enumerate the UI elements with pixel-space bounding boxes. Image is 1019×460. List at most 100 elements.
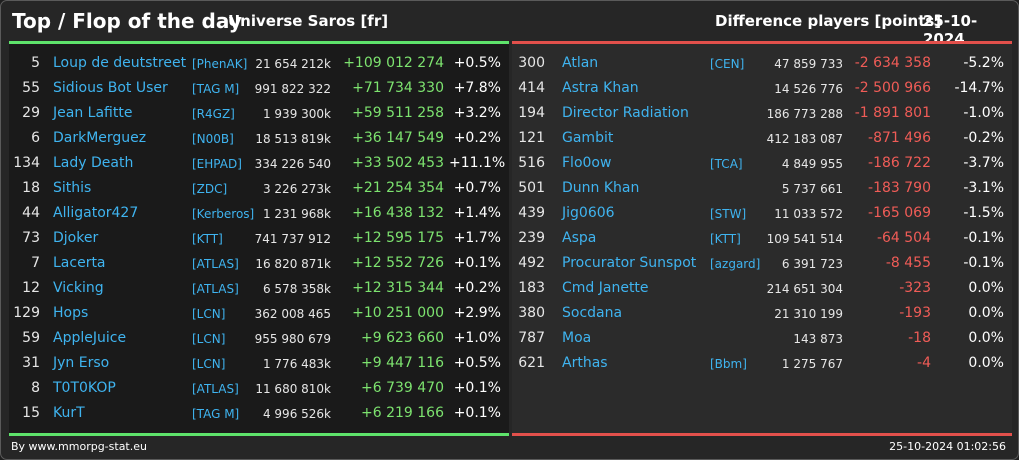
flop-row: 787 Moa 143 873 -18 0.0% [512, 327, 1012, 352]
player-name-link[interactable]: Gambit [562, 130, 614, 146]
alliance-tag-link[interactable]: [TCA] [710, 157, 743, 171]
player-points: 741 737 912 [254, 232, 331, 246]
player-points: 334 226 540 [254, 157, 331, 171]
alliance-tag-link[interactable]: [LCN] [192, 307, 226, 321]
player-points: 11 033 572 [774, 207, 843, 221]
flop-row: 501 Dunn Khan 5 737 661 -183 790 -3.1% [512, 177, 1012, 202]
points-difference: +12 595 175 [352, 230, 444, 246]
percent-change: +0.1% [453, 405, 501, 421]
player-name-link[interactable]: Hops [53, 305, 89, 321]
percent-change: +0.5% [453, 55, 501, 71]
percent-change: +0.2% [453, 130, 501, 146]
alliance-tag-link[interactable]: [ATLAS] [192, 382, 239, 396]
player-name-link[interactable]: Sithis [53, 180, 92, 196]
flop-row: 194 Director Radiation 186 773 288 -1 891 8… [512, 102, 1012, 127]
player-points: 4 996 526k [262, 407, 331, 421]
alliance-tag-link[interactable]: [R4GZ] [192, 107, 235, 121]
alliance-tag-link[interactable]: [LCN] [192, 357, 226, 371]
player-points: 1 776 483k [262, 357, 331, 371]
percent-change: -14.7% [954, 80, 1004, 96]
top-row: 6 DarkMerguez [N00B] 18 513 819k +36 147 549… [9, 127, 509, 152]
player-name-link[interactable]: Moa [562, 330, 592, 346]
player-rank: 183 [518, 280, 545, 296]
page-title: Top / Flop of the day [12, 9, 242, 33]
player-name-link[interactable]: Arthas [562, 355, 608, 371]
player-name-link[interactable]: Procurator Sunspot [562, 255, 697, 271]
points-difference: -323 [899, 280, 931, 296]
alliance-tag-link[interactable]: [PhenAK] [192, 57, 248, 71]
universe-label: Universe Saros [fr] [228, 12, 389, 30]
player-name-link[interactable]: Astra Khan [562, 80, 639, 96]
flop-list: 300 Atlan [CEN] 47 859 733 -2 634 358 -5.2% 41… [512, 52, 1012, 377]
player-name-link[interactable]: Lacerta [53, 255, 106, 271]
alliance-tag-link[interactable]: [LCN] [192, 332, 226, 346]
player-name-link[interactable]: DarkMerguez [53, 130, 147, 146]
percent-change: +0.1% [453, 380, 501, 396]
player-name-link[interactable]: Djoker [53, 230, 99, 246]
player-name-link[interactable]: Jean Lafitte [53, 105, 133, 121]
points-difference: -165 069 [868, 205, 931, 221]
player-name-link[interactable]: Aspa [562, 230, 597, 246]
points-difference: -193 [899, 305, 931, 321]
player-name-link[interactable]: KurT [53, 405, 85, 421]
player-rank: 121 [518, 130, 545, 146]
player-points: 109 541 514 [766, 232, 843, 246]
player-name-link[interactable]: Jig0606 [562, 205, 615, 221]
player-rank: 55 [22, 80, 40, 96]
points-difference: +36 147 549 [352, 130, 444, 146]
alliance-tag-link[interactable]: [ATLAS] [192, 282, 239, 296]
top-row: 29 Jean Lafitte [R4GZ] 1 939 300k +59 511 25… [9, 102, 509, 127]
player-name-link[interactable]: AppleJuice [53, 330, 127, 346]
alliance-tag-link[interactable]: [Bbm] [710, 357, 747, 371]
alliance-tag-link[interactable]: [STW] [710, 207, 747, 221]
alliance-tag-link[interactable]: [ZDC] [192, 182, 228, 196]
top-row: 59 AppleJuice [LCN] 955 980 679 +9 623 660 +1… [9, 327, 509, 352]
alliance-tag-link[interactable]: [N00B] [192, 132, 234, 146]
alliance-tag-link[interactable]: [EHPAD] [192, 157, 242, 171]
player-points: 4 849 955 [781, 157, 843, 171]
player-name-link[interactable]: Jyn Erso [53, 355, 110, 371]
percent-change: +0.5% [453, 355, 501, 371]
alliance-tag-link[interactable]: [KTT] [710, 232, 741, 246]
alliance-tag-link[interactable]: [TAG M] [192, 82, 240, 96]
player-name-link[interactable]: Loup de deutstreet [53, 55, 187, 71]
percent-change: +2.9% [453, 305, 501, 321]
flop-row: 239 Aspa [KTT] 109 541 514 -64 504 -0.1% [512, 227, 1012, 252]
points-difference: +33 502 453 [352, 155, 444, 171]
player-rank: 501 [518, 180, 545, 196]
flop-row: 439 Jig0606 [STW] 11 033 572 -165 069 -1.5% [512, 202, 1012, 227]
player-points: 21 654 212k [255, 57, 331, 71]
player-points: 362 008 465 [254, 307, 331, 321]
player-name-link[interactable]: Alligator427 [53, 205, 139, 221]
player-name-link[interactable]: Sidious Bot User [53, 80, 168, 96]
player-rank: 59 [22, 330, 40, 346]
player-name-link[interactable]: Flo0ow [562, 155, 612, 171]
percent-change: -1.5% [963, 205, 1004, 221]
player-name-link[interactable]: Director Radiation [562, 105, 689, 121]
player-rank: 239 [518, 230, 545, 246]
player-name-link[interactable]: Cmd Janette [562, 280, 649, 296]
player-name-link[interactable]: Socdana [562, 305, 623, 321]
alliance-tag-link[interactable]: [CEN] [710, 57, 745, 71]
player-points: 186 773 288 [766, 107, 843, 121]
header: Top / Flop of the day Universe Saros [fr… [1, 1, 1018, 48]
alliance-tag-link[interactable]: [Kerberos] [192, 207, 255, 221]
alliance-tag-link[interactable]: [azgard] [710, 257, 761, 271]
player-name-link[interactable]: T0T0KOP [53, 380, 116, 396]
player-name-link[interactable]: Lady Death [53, 155, 134, 171]
player-rank: 8 [31, 380, 40, 396]
player-name-link[interactable]: Vicking [53, 280, 104, 296]
player-rank: 7 [31, 255, 40, 271]
alliance-tag-link[interactable]: [TAG M] [192, 407, 240, 421]
top-row: 44 Alligator427 [Kerberos] 1 231 968k +16 43… [9, 202, 509, 227]
alliance-tag-link[interactable]: [ATLAS] [192, 257, 239, 271]
player-name-link[interactable]: Atlan [562, 55, 599, 71]
percent-change: -0.1% [963, 255, 1004, 271]
player-rank: 18 [22, 180, 40, 196]
player-points: 991 822 322 [254, 82, 331, 96]
points-difference: -871 496 [868, 130, 931, 146]
alliance-tag-link[interactable]: [KTT] [192, 232, 223, 246]
points-difference: +9 623 660 [361, 330, 444, 346]
player-name-link[interactable]: Dunn Khan [562, 180, 640, 196]
